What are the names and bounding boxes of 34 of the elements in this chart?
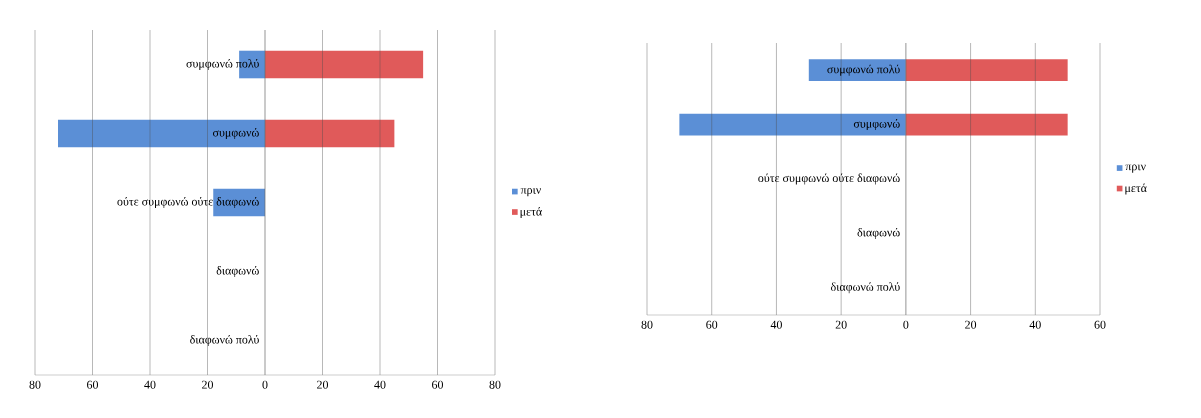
x-tick-label: 40 <box>374 380 386 389</box>
x-tick-label: 60 <box>87 380 99 389</box>
x-tick-label: 20 <box>835 320 847 329</box>
legend-label: πριν <box>1125 164 1146 173</box>
y-tick-label: διαφωνώ <box>216 266 259 277</box>
x-tick-label: 0 <box>262 380 268 389</box>
y-tick-label: ούτε συμφωνώ ούτε διαφωνώ <box>758 173 900 185</box>
x-tick-label: 80 <box>29 380 41 389</box>
x-tick-label: 60 <box>432 380 444 389</box>
y-tick-label: διαφωνώ πολύ <box>190 335 259 346</box>
x-tick-label: 0 <box>903 320 909 329</box>
x-tick-label: 80 <box>489 380 501 389</box>
bar <box>58 119 265 148</box>
bar <box>213 188 265 217</box>
x-tick-label: 60 <box>706 320 718 329</box>
bar <box>265 119 395 148</box>
y-tick-label: διαφωνώ πολύ <box>831 282 900 294</box>
x-tick-label: 40 <box>770 320 782 329</box>
y-tick-label: συμφωνώ <box>853 119 900 131</box>
legend-label: μετά <box>1125 183 1147 195</box>
x-tick-label: 20 <box>317 380 329 389</box>
x-tick-label: 20 <box>965 320 977 329</box>
legend-label: μετά <box>520 207 542 219</box>
y-tick-label: συμφωνώ πολύ <box>827 64 900 76</box>
x-tick-label: 80 <box>641 320 653 329</box>
x-tick-label: 20 <box>202 380 214 389</box>
y-tick-label: διαφωνώ <box>857 227 900 239</box>
x-tick-label: 40 <box>144 380 156 389</box>
y-tick-label: ούτε συμφωνώ ούτε διαφωνώ <box>117 197 259 208</box>
x-tick-label: 60 <box>1094 320 1106 329</box>
x-tick-label: 40 <box>1029 320 1041 329</box>
legend-label: πριν <box>520 188 541 197</box>
y-tick-label: συμφωνώ <box>212 128 259 139</box>
bar <box>265 50 424 79</box>
